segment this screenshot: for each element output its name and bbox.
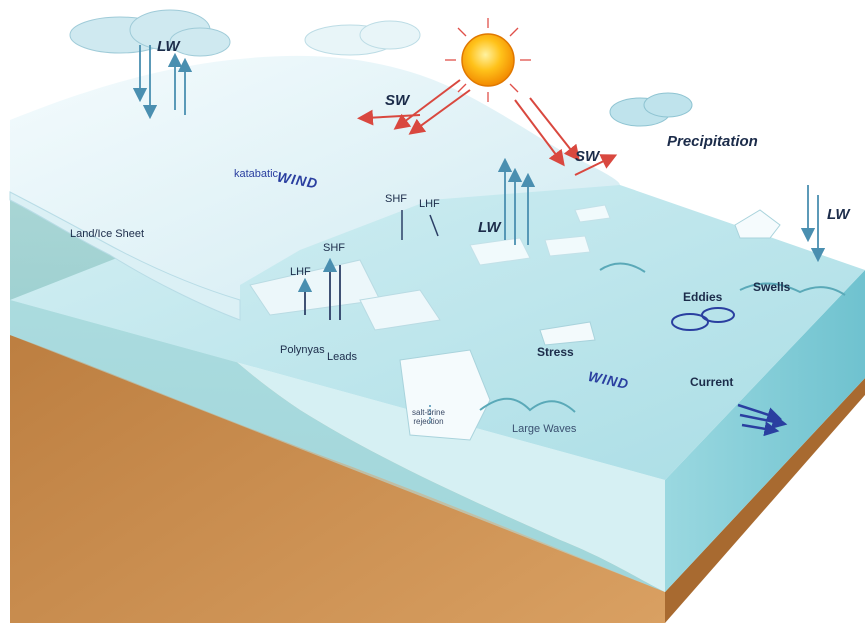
salt-brine-label: salt-brine rejection — [412, 408, 445, 426]
katabatic-label: katabatic — [234, 168, 279, 180]
land-ice-sheet-label: Land/Ice Sheet — [70, 228, 145, 240]
shf-upper-label: SHF — [385, 193, 407, 205]
ocean-front-face — [10, 300, 665, 592]
lhf-upper-label: LHF — [419, 198, 440, 210]
sw-left-label: SW — [385, 92, 410, 109]
sw-arrows-right — [514, 97, 618, 176]
lw-right-label: LW — [827, 206, 850, 223]
iceberg-right — [734, 209, 781, 239]
eddies — [671, 307, 735, 331]
hf-arrows-upper — [401, 210, 439, 240]
lhf-lower-label: LHF — [290, 266, 311, 278]
shf-lower-label: SHF — [323, 242, 345, 254]
land-ice-sheet — [10, 55, 620, 321]
sw-right-label: SW — [575, 148, 600, 165]
ice-sheet-front — [9, 191, 241, 321]
sea-ice-floe-4 — [544, 235, 591, 257]
current-label: Current — [690, 375, 734, 389]
current-arrows — [737, 403, 788, 437]
stress-label: Stress — [537, 345, 574, 359]
large-waves-label: Large Waves — [512, 423, 577, 435]
stress-ice-block — [539, 321, 596, 346]
swells-waves — [739, 282, 846, 296]
lw-arrows-top — [132, 45, 193, 120]
lw-arrows-right — [800, 185, 826, 263]
earth-right-edge — [665, 378, 865, 623]
sea-ice-floe-2 — [359, 289, 441, 331]
lw-mid-label: LW — [478, 219, 501, 236]
precipitation-label: Precipitation — [667, 133, 758, 150]
salt-brine-line-2: rejection — [413, 417, 444, 426]
sw-arrows-left — [357, 79, 471, 135]
cloud-left — [69, 9, 231, 57]
sea-ice-floe-5 — [574, 204, 611, 223]
eddies-label: Eddies — [683, 290, 723, 304]
salt-brine-line-1: salt-brine — [412, 408, 445, 417]
swells-label: Swells — [753, 280, 791, 294]
lw-arrows-mid — [497, 157, 536, 245]
precipitation-cloud — [609, 92, 693, 127]
lw-top-label: LW — [157, 38, 180, 55]
sun — [445, 18, 531, 102]
polynyas-label: Polynyas — [280, 344, 325, 356]
leads-label: Leads — [327, 351, 357, 363]
wave-mid — [599, 262, 646, 273]
hf-arrows-lower — [297, 257, 341, 320]
cloud-mid — [304, 20, 421, 56]
large-waves — [479, 397, 576, 413]
iceberg-left — [399, 349, 491, 441]
